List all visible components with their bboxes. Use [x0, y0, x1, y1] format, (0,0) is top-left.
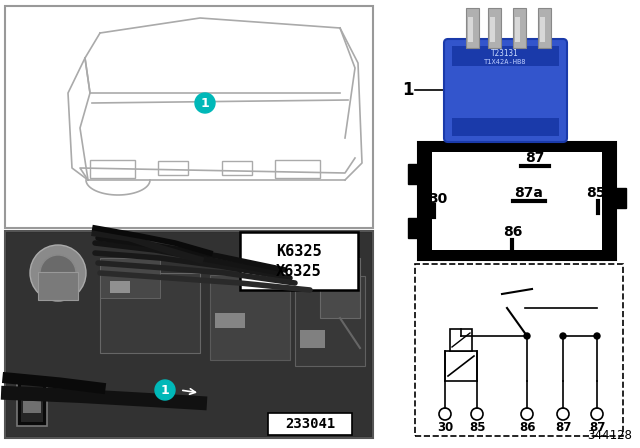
Circle shape [560, 333, 566, 339]
Bar [300, 330, 325, 348]
Bar [415, 264, 623, 436]
Bar [215, 313, 245, 328]
Bar [23, 401, 41, 413]
Circle shape [30, 245, 86, 301]
Bar [110, 281, 130, 293]
Circle shape [591, 408, 603, 420]
Bar [515, 17, 520, 42]
Text: 1: 1 [200, 96, 209, 109]
Bar [7, 233, 371, 436]
Text: 87: 87 [555, 421, 571, 434]
Text: T1X42A-HB8: T1X42A-HB8 [484, 59, 526, 65]
Text: 1: 1 [403, 81, 413, 99]
Bar [445, 351, 477, 381]
Bar [158, 161, 188, 175]
Text: 86: 86 [519, 421, 535, 434]
Bar [21, 385, 43, 422]
Bar [540, 17, 545, 42]
Bar [90, 160, 135, 178]
Circle shape [195, 93, 215, 113]
Bar [538, 8, 551, 48]
Text: 85: 85 [468, 421, 485, 434]
Text: 30: 30 [428, 192, 447, 206]
Bar [452, 46, 559, 66]
Text: 85: 85 [586, 186, 605, 200]
Bar [268, 413, 352, 435]
Bar [418, 142, 616, 260]
Text: 30: 30 [437, 421, 453, 434]
Circle shape [40, 255, 76, 291]
Circle shape [155, 380, 175, 400]
Circle shape [524, 333, 530, 339]
Bar [222, 161, 252, 175]
Bar [38, 272, 78, 300]
Bar [23, 388, 41, 398]
Bar [210, 275, 290, 360]
Circle shape [471, 408, 483, 420]
Circle shape [439, 408, 451, 420]
Text: 233041: 233041 [285, 417, 335, 431]
Bar [100, 273, 200, 353]
Text: 1: 1 [161, 383, 170, 396]
Text: T23131: T23131 [491, 48, 519, 57]
Text: 87a: 87a [515, 186, 543, 200]
Bar [275, 160, 320, 178]
Bar [490, 17, 495, 42]
Text: 87: 87 [525, 151, 545, 165]
Bar [100, 258, 160, 298]
Circle shape [521, 408, 533, 420]
Text: 86: 86 [503, 225, 523, 239]
FancyBboxPatch shape [444, 39, 567, 142]
Bar [466, 8, 479, 48]
Text: K6325: K6325 [276, 244, 322, 258]
Bar [408, 218, 422, 238]
Bar [295, 276, 365, 366]
Text: X6325: X6325 [276, 263, 322, 279]
Bar [450, 329, 472, 351]
Bar [320, 258, 360, 318]
Bar [513, 8, 526, 48]
Bar [17, 381, 47, 426]
Text: 87: 87 [589, 421, 605, 434]
Bar [240, 232, 358, 290]
Bar [468, 17, 473, 42]
Bar [488, 8, 501, 48]
Bar [5, 231, 373, 438]
Circle shape [557, 408, 569, 420]
Bar [408, 164, 422, 184]
Bar [612, 188, 626, 208]
Circle shape [594, 333, 600, 339]
Bar [5, 6, 373, 228]
Text: 344128: 344128 [588, 429, 632, 442]
Bar [452, 118, 559, 136]
Bar [432, 152, 602, 250]
